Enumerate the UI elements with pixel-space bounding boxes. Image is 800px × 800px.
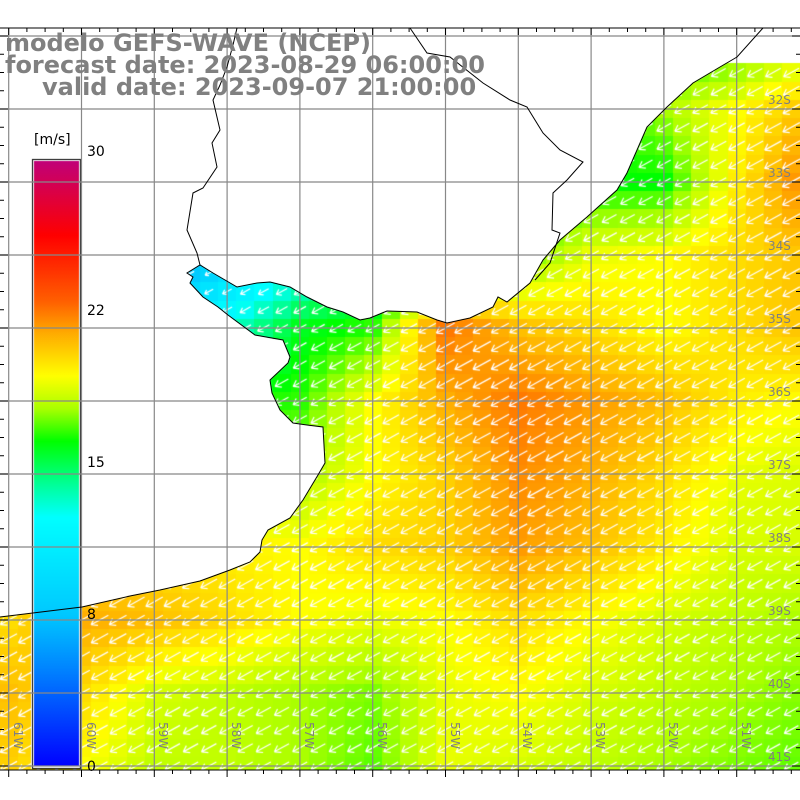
lat-label: 38S — [768, 531, 791, 545]
frame-ticks — [0, 27, 800, 777]
lon-label: 61W — [10, 722, 25, 750]
lat-label: 37S — [768, 458, 791, 472]
lat-label: 33S — [768, 166, 791, 180]
colorbar-unit: [m/s] — [34, 132, 71, 148]
lat-label: 40S — [768, 677, 791, 691]
lat-label: 39S — [768, 604, 791, 618]
lon-label: 55W — [447, 722, 462, 750]
lon-label: 53W — [593, 722, 608, 750]
colorbar-tick-0: 0 — [87, 759, 96, 775]
lon-label: 52W — [665, 722, 680, 750]
colorbar-tick-15: 15 — [87, 455, 105, 471]
lon-label: 54W — [520, 722, 535, 750]
colorbar-tick-22: 22 — [87, 303, 105, 319]
lon-label: 51W — [738, 722, 753, 750]
forecast-date: forecast date: 2023-08-29 06:00:00 — [5, 51, 485, 79]
lat-label: 34S — [768, 239, 791, 253]
lat-label: 32S — [768, 93, 791, 107]
valid-date: valid date: 2023-09-07 21:00:00 — [42, 73, 477, 101]
colorbar-tick-30: 30 — [87, 144, 105, 160]
uruguay-river-border — [186, 27, 238, 266]
lon-label: 60W — [83, 722, 98, 750]
model-title: modelo GEFS-WAVE (NCEP) — [5, 29, 371, 57]
uruguay-brazil-border — [409, 27, 584, 281]
lon-label: 57W — [301, 722, 316, 750]
lon-label: 56W — [374, 722, 389, 750]
lat-label: 41S — [768, 750, 791, 764]
graticule — [0, 28, 800, 770]
coastline — [0, 27, 764, 618]
lat-label: 35S — [768, 312, 791, 326]
colorbar-tick-8: 8 — [87, 607, 96, 623]
lat-label: 36S — [768, 385, 791, 399]
lon-label: 58W — [229, 722, 244, 750]
lon-label: 59W — [156, 722, 171, 750]
